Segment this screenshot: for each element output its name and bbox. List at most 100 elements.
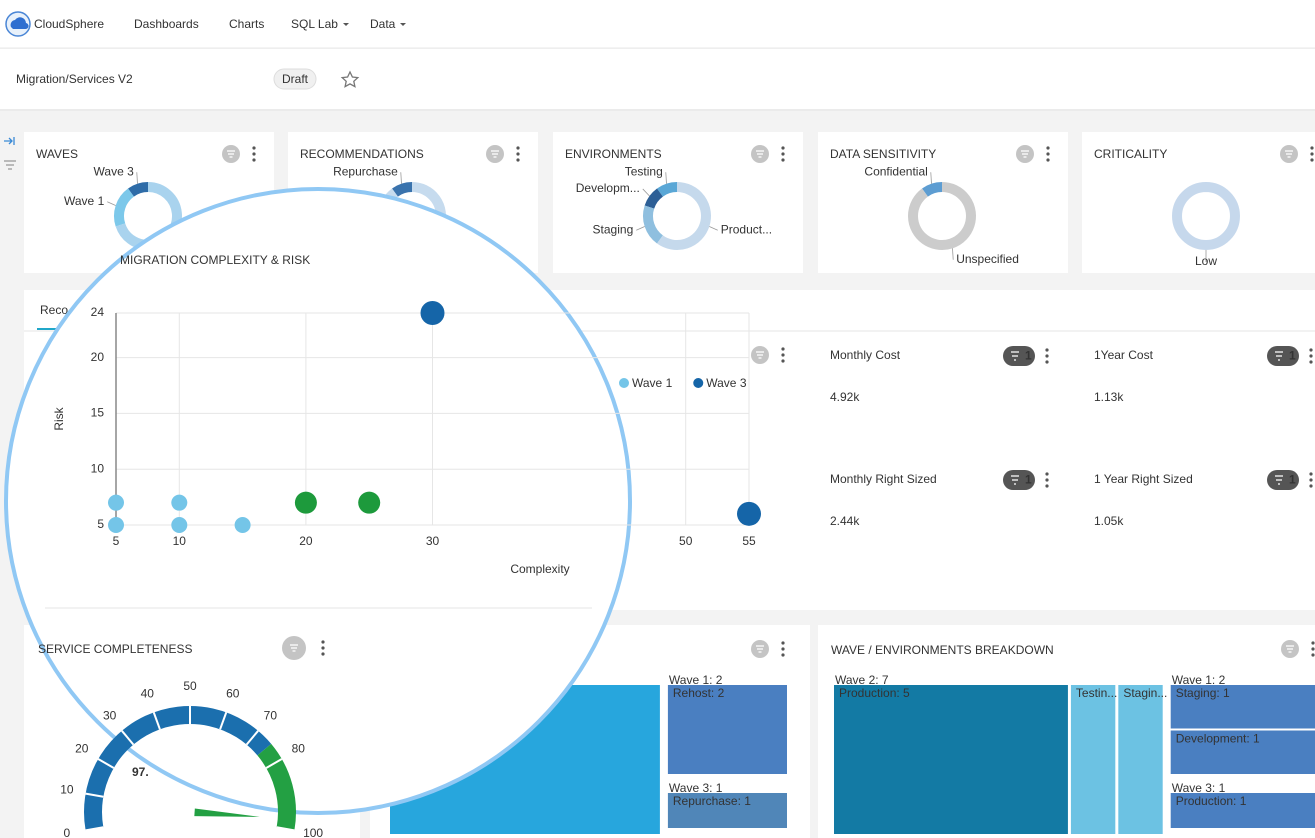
menu-dot[interactable]: [1046, 146, 1050, 150]
menu-dot[interactable]: [516, 158, 520, 162]
menu-dot[interactable]: [1311, 653, 1315, 657]
donut-label: Unspecified: [956, 252, 1019, 266]
scatter-point[interactable]: [171, 494, 188, 511]
menu-dot[interactable]: [781, 158, 785, 162]
treemap-cell[interactable]: [1118, 685, 1163, 834]
nav-item[interactable]: Charts: [229, 17, 264, 31]
x-tick-label: 55: [742, 534, 756, 548]
scatter-point[interactable]: [358, 491, 381, 514]
menu-dot[interactable]: [321, 646, 325, 650]
menu-dot[interactable]: [781, 641, 785, 645]
dropdown-caret: [400, 23, 406, 26]
menu-dot[interactable]: [781, 146, 785, 150]
nav-item[interactable]: Dashboards: [134, 17, 199, 31]
legend-swatch: [619, 378, 629, 388]
scatter-point[interactable]: [171, 517, 188, 533]
menu-dot[interactable]: [781, 647, 785, 651]
donut-label: Developm...: [576, 181, 640, 195]
menu-dot[interactable]: [252, 152, 256, 156]
menu-dot[interactable]: [781, 359, 785, 363]
scatter-point[interactable]: [420, 301, 445, 325]
treemap-cell[interactable]: [1170, 793, 1315, 828]
menu-dot[interactable]: [1309, 348, 1313, 352]
menu-dot[interactable]: [1310, 146, 1314, 150]
donut-segment: [908, 182, 976, 250]
menu-dot[interactable]: [1311, 641, 1315, 645]
filter-sidebar-icon[interactable]: [4, 160, 16, 170]
menu-dot[interactable]: [516, 146, 520, 150]
gauge-tick: [265, 758, 283, 769]
filter-badge[interactable]: [1267, 346, 1299, 366]
tab[interactable]: Reco: [40, 303, 68, 317]
treemap-cell[interactable]: [834, 685, 1068, 834]
leader-line: [709, 226, 718, 231]
menu-dot[interactable]: [1309, 472, 1313, 476]
menu-dot[interactable]: [1045, 348, 1049, 352]
menu-dot[interactable]: [1309, 484, 1313, 488]
treemap-cell[interactable]: [667, 793, 787, 828]
menu-dot[interactable]: [781, 653, 785, 657]
filter-glyph: [1285, 150, 1293, 158]
menu-dot[interactable]: [1045, 472, 1049, 476]
menu-dot[interactable]: [1309, 478, 1313, 482]
x-tick-label: 10: [173, 534, 187, 548]
scatter-point[interactable]: [108, 494, 124, 511]
menu-dot[interactable]: [1045, 354, 1049, 358]
menu-dot[interactable]: [1311, 647, 1315, 651]
menu-dot[interactable]: [781, 347, 785, 351]
menu-dot[interactable]: [516, 152, 520, 156]
treemap-cell[interactable]: [1070, 685, 1116, 834]
gauge-value: 97.: [132, 765, 149, 779]
treemap-cell[interactable]: [1170, 685, 1315, 729]
card-title: ENVIRONMENTS: [565, 147, 662, 161]
menu-dot[interactable]: [1045, 484, 1049, 488]
gauge-band: [257, 743, 296, 831]
expand-icon[interactable]: [4, 137, 15, 145]
menu-dot[interactable]: [1310, 152, 1314, 156]
menu-dot[interactable]: [781, 353, 785, 357]
menu-dot[interactable]: [1046, 158, 1050, 162]
menu-dot[interactable]: [321, 652, 325, 656]
filter-glyph: [1275, 351, 1283, 361]
filter-count: 1: [1025, 473, 1032, 487]
menu-dot[interactable]: [1309, 360, 1313, 364]
scatter-point[interactable]: [234, 517, 251, 533]
menu-dot[interactable]: [1045, 360, 1049, 364]
nav-item[interactable]: SQL Lab: [291, 17, 338, 31]
menu-dot[interactable]: [252, 146, 256, 150]
menu-dot[interactable]: [1310, 158, 1314, 162]
filter-badge[interactable]: [1267, 470, 1299, 490]
donut-label: Product...: [721, 222, 772, 236]
menu-dot[interactable]: [1309, 354, 1313, 358]
gauge-tick: [276, 826, 295, 832]
treemap-cell[interactable]: [667, 685, 787, 774]
menu-dot[interactable]: [1045, 478, 1049, 482]
menu-dot[interactable]: [781, 152, 785, 156]
brand[interactable]: CloudSphere: [34, 17, 104, 31]
x-tick-label: 50: [679, 534, 693, 548]
legend-label[interactable]: Wave 1: [632, 376, 673, 390]
menu-dot[interactable]: [252, 158, 256, 162]
card-title: DATA SENSITIVITY: [830, 147, 936, 161]
nav-item[interactable]: Data: [370, 17, 396, 31]
scatter-point[interactable]: [737, 501, 761, 526]
menu-dot[interactable]: [321, 640, 325, 644]
y-tick-label: 24: [91, 305, 105, 319]
scatter-point[interactable]: [294, 491, 317, 514]
treemap-cell-label: Development: 1: [1176, 732, 1260, 746]
menu-dot[interactable]: [1046, 152, 1050, 156]
treemap-cell[interactable]: [1170, 730, 1315, 775]
magnifier-lens: [4, 187, 632, 815]
favorite-star[interactable]: [340, 70, 360, 88]
gauge-tick-label: 50: [183, 679, 197, 693]
treemap-cell-label: Stagin...: [1123, 686, 1167, 700]
legend-label[interactable]: Wave 3: [706, 376, 747, 390]
donut-label: Confidential: [864, 164, 927, 178]
gauge-tick-label: 100: [303, 826, 323, 838]
treemap-cell-label: Production: 5: [839, 686, 910, 700]
filter-badge[interactable]: [1003, 470, 1035, 490]
y-axis-label: Risk: [52, 406, 66, 430]
filter-badge[interactable]: [1003, 346, 1035, 366]
scatter-point[interactable]: [108, 517, 124, 533]
